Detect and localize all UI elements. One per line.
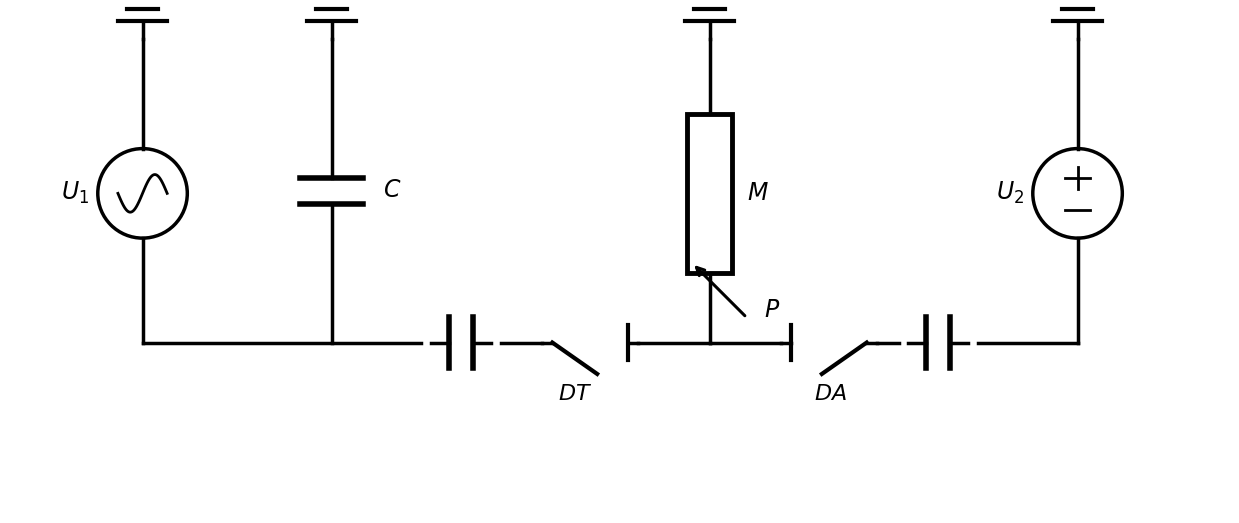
Text: $DA$: $DA$ — [814, 383, 847, 405]
Text: $M$: $M$ — [747, 182, 769, 205]
Text: $U_1$: $U_1$ — [61, 180, 89, 207]
Text: $DT$: $DT$ — [558, 383, 592, 405]
Text: $U_2$: $U_2$ — [996, 180, 1023, 207]
Text: $P$: $P$ — [763, 299, 779, 322]
Bar — [688, 114, 732, 273]
Text: $C$: $C$ — [383, 179, 401, 202]
